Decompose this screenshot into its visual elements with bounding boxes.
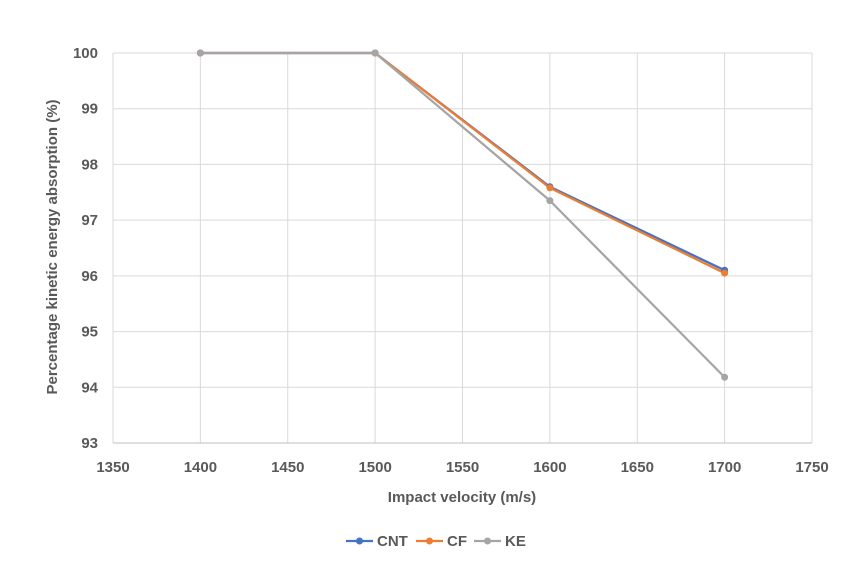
legend-item-cnt: CNT bbox=[346, 533, 408, 550]
data-point-ke bbox=[721, 373, 729, 381]
x-tick-label: 1400 bbox=[184, 459, 217, 476]
legend-item-cf: CF bbox=[416, 533, 467, 550]
x-axis-title: Impact velocity (m/s) bbox=[388, 489, 536, 506]
data-point-ke bbox=[546, 197, 554, 205]
legend-label: KE bbox=[505, 533, 526, 550]
x-tick-label: 1650 bbox=[621, 459, 654, 476]
data-point-ke bbox=[196, 49, 204, 57]
legend-label: CNT bbox=[377, 533, 408, 550]
y-tick-label: 99 bbox=[81, 101, 98, 118]
y-tick-label: 100 bbox=[73, 45, 98, 62]
y-tick-label: 93 bbox=[81, 435, 98, 452]
series-lines bbox=[196, 49, 729, 381]
data-point-cf bbox=[546, 184, 554, 192]
x-tick-label: 1750 bbox=[795, 459, 828, 476]
x-tick-label: 1550 bbox=[446, 459, 479, 476]
legend-label: CF bbox=[447, 533, 467, 550]
y-tick-label: 95 bbox=[81, 324, 98, 341]
series-line-ke bbox=[200, 51, 726, 379]
x-tick-label: 1600 bbox=[533, 459, 566, 476]
y-tick-label: 98 bbox=[81, 156, 98, 173]
legend-swatch-marker bbox=[356, 537, 363, 545]
data-point-cf bbox=[721, 269, 729, 277]
y-tick-labels: 93 94 95 96 97 98 99 100 bbox=[73, 45, 99, 452]
x-tick-label: 1500 bbox=[358, 459, 391, 476]
x-tick-labels: 1350 1400 1450 1500 1550 1600 1650 1700 1750 bbox=[96, 459, 828, 476]
x-tick-label: 1350 bbox=[96, 459, 129, 476]
y-tick-label: 96 bbox=[81, 268, 98, 285]
x-tick-label: 1700 bbox=[708, 459, 741, 476]
legend-swatch-marker bbox=[484, 537, 491, 545]
y-axis-title: Percentage kinetic energy absorption (%) bbox=[44, 99, 61, 394]
y-tick-label: 97 bbox=[81, 212, 98, 229]
legend-item-ke: KE bbox=[474, 533, 526, 550]
x-tick-label: 1450 bbox=[271, 459, 304, 476]
y-tick-label: 94 bbox=[81, 379, 98, 396]
legend-swatch-marker bbox=[426, 537, 433, 545]
legend: CNT CF KE bbox=[346, 533, 526, 550]
grid-lines bbox=[112, 52, 813, 443]
data-point-ke bbox=[371, 49, 379, 57]
